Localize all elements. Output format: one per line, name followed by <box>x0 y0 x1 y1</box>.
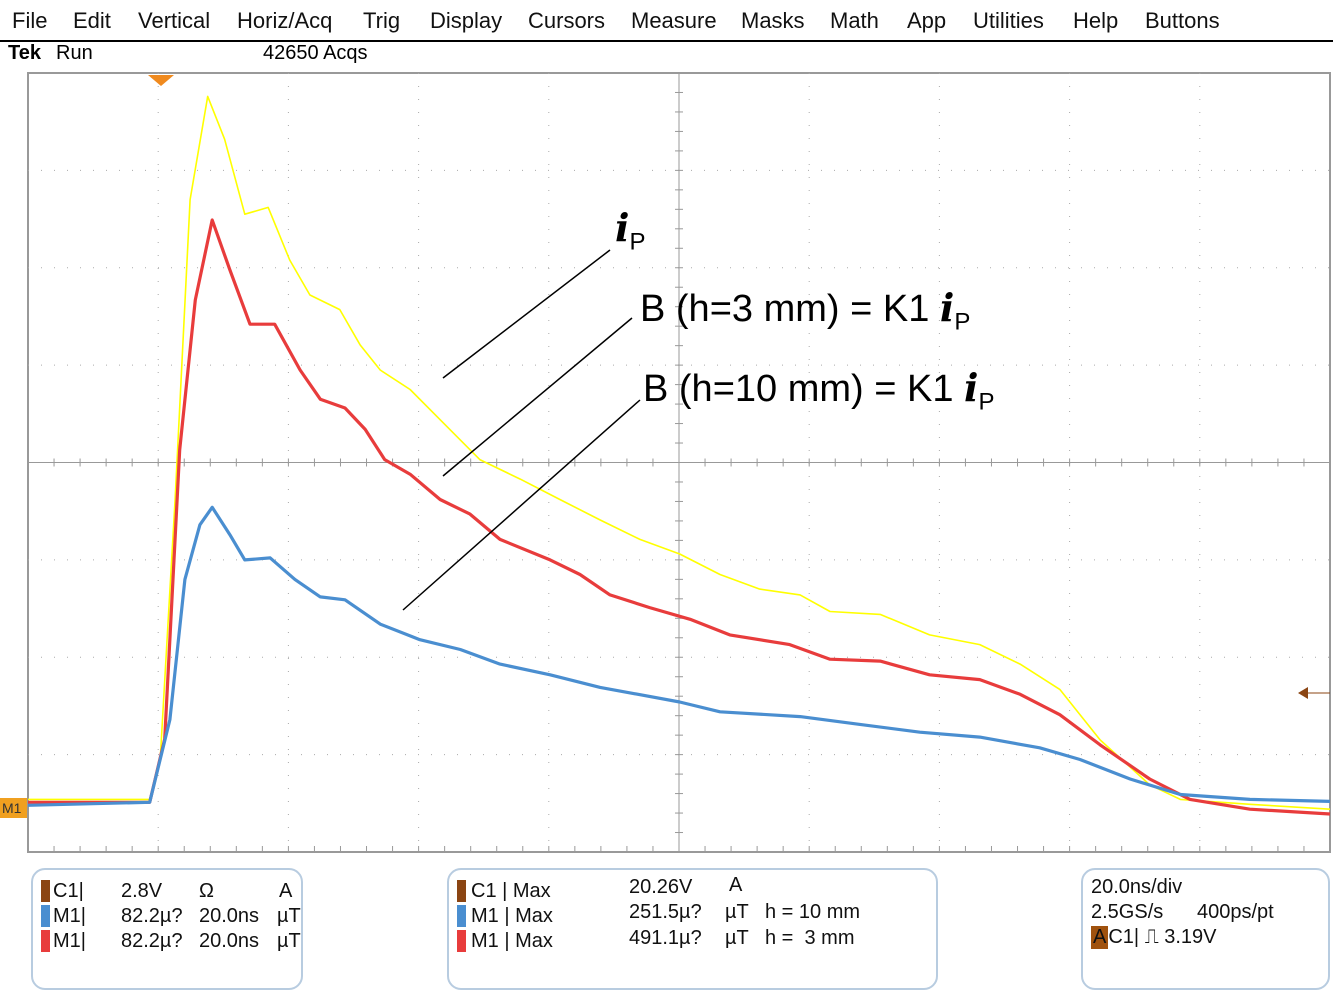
meas-ch: M1 <box>471 930 499 952</box>
annotation-leader-line <box>442 249 611 379</box>
m1-red-swatch <box>41 930 50 952</box>
meas-value: 491.1µ? <box>629 927 702 949</box>
rising-edge-icon: ⎍ <box>1144 926 1159 948</box>
b10-text: B (h=10 mm) = K1 <box>643 368 965 410</box>
resolution: 400ps/pt <box>1197 901 1274 923</box>
m1-blue-swatch <box>457 905 466 927</box>
ch-scale: 2.8V <box>121 880 163 902</box>
meas-value: 251.5µ? <box>629 901 702 923</box>
ch-scale: 82.2µ? <box>121 930 183 952</box>
menu-trig[interactable]: Trig <box>363 8 401 33</box>
meas-type: Max <box>512 880 551 902</box>
menu-masks[interactable]: Masks <box>741 8 805 33</box>
ch-unit: µT <box>277 930 301 952</box>
b3-subscript: P <box>954 308 971 336</box>
meas-ch: M1 <box>471 905 499 927</box>
annotation-b-3mm: B (h=3 mm) = K1 iP <box>640 285 970 337</box>
menu-display[interactable]: Display <box>430 8 503 33</box>
measurement-panel[interactable]: C1 | Max 20.26V A M1 | Max 251.5µ? µT h … <box>447 868 938 990</box>
trigger-level: 3.19V <box>1164 926 1217 948</box>
m1-red-swatch <box>457 930 466 952</box>
ch-label: M1 <box>53 905 81 927</box>
brand-label: Tek <box>8 42 41 64</box>
menu-bar: File Edit Vertical Horiz/Acq Trig Display Curs… <box>0 0 1333 42</box>
menu-help[interactable]: Help <box>1073 8 1119 33</box>
meas-type: Max <box>515 905 553 927</box>
waveform-2 <box>27 505 1331 807</box>
sample-rate: 2.5GS/s <box>1091 901 1164 923</box>
menu-vertical[interactable]: Vertical <box>138 8 211 33</box>
trigger-position-marker <box>148 75 174 86</box>
menu-horizacq[interactable]: Horiz/Acq <box>237 8 333 33</box>
channel-readout-panel[interactable]: C1| 2.8V Ω A M1| 82.2µ? 20.0ns µT M1| 82… <box>31 868 303 990</box>
timebase-panel[interactable]: 20.0ns/div 2.5GS/s 400ps/pt A C1| ⎍ 3.19V <box>1081 868 1330 990</box>
meas-note: h = 3 mm <box>765 927 855 949</box>
menu-math[interactable]: Math <box>830 8 879 33</box>
ch-label: M1 <box>53 930 81 952</box>
menu-app[interactable]: App <box>907 8 947 33</box>
menu-measure[interactable]: Measure <box>631 8 717 33</box>
ch-extra: 20.0ns <box>199 930 260 952</box>
menu-file[interactable]: File <box>12 8 48 33</box>
menu-edit[interactable]: Edit <box>73 8 111 33</box>
ch-label: C1 <box>53 880 79 902</box>
b10-symbol: i <box>964 365 979 410</box>
b10-subscript: P <box>978 388 995 416</box>
meas-unit: µT <box>725 901 749 923</box>
ch-scale: 82.2µ? <box>121 905 183 927</box>
meas-note: h = 10 mm <box>765 901 861 923</box>
trigger-level-marker <box>1298 687 1308 699</box>
b3-text: B (h=3 mm) = K1 <box>640 288 940 330</box>
menu-utilities[interactable]: Utilities <box>973 8 1044 33</box>
trigger-source: C1 <box>1108 926 1134 948</box>
trigger-mode-badge: A <box>1091 926 1109 949</box>
m1-reference-label: M1 <box>2 800 22 816</box>
annotation-leader-line <box>402 399 641 611</box>
meas-unit: A <box>729 874 743 896</box>
meas-ch: C1 <box>471 880 497 902</box>
menu-cursors[interactable]: Cursors <box>528 8 606 33</box>
acquisition-count: 42650 Acqs <box>263 42 368 64</box>
waveform-display: M1 <box>0 72 1331 853</box>
ch-extra: Ω <box>199 880 214 902</box>
ch-unit: A <box>279 880 293 902</box>
c1-swatch <box>457 880 466 902</box>
c1-swatch <box>41 880 50 902</box>
run-state: Run <box>56 42 93 64</box>
waveform-1 <box>28 218 1331 816</box>
ip-subscript: P <box>629 228 646 256</box>
b3-symbol: i <box>939 285 955 330</box>
ip-symbol: i <box>615 205 630 250</box>
meas-value: 20.26V <box>629 876 693 898</box>
menu-buttons[interactable]: Buttons <box>1145 8 1220 33</box>
m1-reference-marker <box>0 798 27 818</box>
annotation-b-10mm: B (h=10 mm) = K1 iP <box>643 365 994 417</box>
annotation-ip: iP <box>615 205 645 257</box>
ch-extra: 20.0ns <box>199 905 260 927</box>
timebase: 20.0ns/div <box>1091 876 1183 898</box>
ch-unit: µT <box>277 905 301 927</box>
meas-unit: µT <box>725 927 749 949</box>
annotation-leader-line <box>442 317 633 477</box>
meas-type: Max <box>515 930 553 952</box>
m1-blue-swatch <box>41 905 50 927</box>
